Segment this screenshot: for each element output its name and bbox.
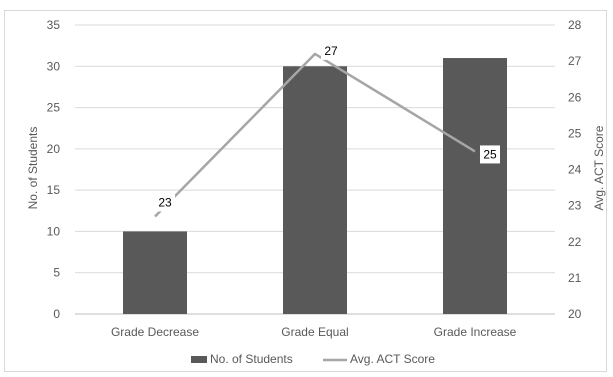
line-series [154, 52, 476, 218]
y-tick-label: 15 [47, 183, 61, 197]
line-data-labels: 23 27 25 [155, 41, 500, 212]
x-tick-label: Grade Increase [434, 325, 517, 339]
y2-tick-label: 22 [568, 235, 582, 249]
y-tick-label: 10 [47, 224, 61, 238]
x-tick-label: Grade Equal [281, 325, 348, 339]
legend-bar-swatch [191, 356, 207, 363]
bar [443, 58, 507, 315]
data-label: 27 [324, 44, 338, 58]
legend-line-label: Avg. ACT Score [350, 352, 435, 366]
data-label-box [321, 41, 341, 60]
y2-tick-label: 20 [568, 307, 582, 321]
right-axis-ticks: 20 21 22 23 24 25 26 27 28 [568, 18, 582, 321]
y2-tick-label: 25 [568, 126, 582, 140]
data-label-box [480, 145, 500, 164]
y-tick-label: 5 [53, 266, 60, 280]
y2-axis-title: Avg. ACT Score [592, 125, 606, 210]
bar [283, 66, 347, 315]
y2-tick-label: 21 [568, 271, 582, 285]
y2-tick-label: 23 [568, 199, 582, 213]
data-label-box [155, 193, 175, 212]
y2-tick-label: 28 [568, 18, 582, 32]
y2-tick-label: 26 [568, 90, 582, 104]
y-axis-title: No. of Students [26, 127, 40, 210]
bar [123, 231, 187, 314]
y2-tick-label: 24 [568, 163, 582, 177]
x-tick-label: Grade Decrease [111, 325, 199, 339]
bar-series [123, 58, 507, 315]
y-tick-label: 20 [47, 142, 61, 156]
y-tick-label: 0 [53, 307, 60, 321]
y-tick-label: 30 [47, 59, 61, 73]
legend: No. of Students Avg. ACT Score [191, 352, 435, 366]
y-tick-label: 35 [47, 18, 61, 32]
y2-tick-label: 27 [568, 54, 582, 68]
left-axis-ticks: 0 5 10 15 20 25 30 35 [47, 18, 61, 321]
legend-bar-label: No. of Students [210, 352, 293, 366]
y-tick-label: 25 [47, 101, 61, 115]
data-label: 25 [483, 147, 497, 161]
data-label: 23 [158, 195, 172, 209]
category-axis-ticks: Grade Decrease Grade Equal Grade Increase [111, 325, 517, 339]
